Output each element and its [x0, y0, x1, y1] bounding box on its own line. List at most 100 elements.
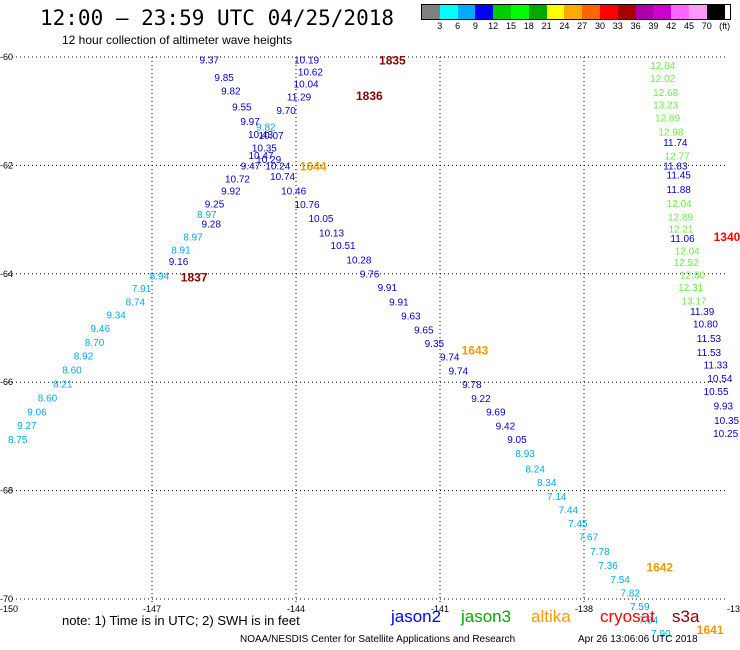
wave-height-value: 9.97	[240, 117, 260, 128]
legend-label: 6	[455, 21, 461, 31]
wave-height-value: 8.60	[62, 366, 82, 377]
wave-height-value: 8.97	[197, 210, 217, 221]
wave-height-value: 12.52	[674, 258, 699, 269]
legend-label: 9	[472, 21, 478, 31]
wave-height-value: 10.76	[295, 200, 320, 211]
wave-height-value: 10.54	[707, 374, 732, 385]
wave-height-value: 9.34	[106, 310, 126, 321]
wave-height-value: 10.19	[294, 56, 319, 67]
wave-height-value: 7.45	[568, 519, 588, 530]
wave-height-value: 12.89	[668, 212, 693, 223]
wave-height-value: 10.43	[248, 130, 273, 141]
legend-swatch	[635, 5, 654, 19]
wave-height-value: 11.53	[697, 348, 722, 359]
wave-height-value: 7.78	[590, 547, 610, 558]
wave-height-value: 10.28	[346, 256, 371, 267]
wave-height-value: 7.44	[559, 506, 579, 517]
wave-height-value: 10.05	[308, 214, 333, 225]
pass-time-label: 1835	[379, 54, 406, 68]
wave-height-value: 9.55	[232, 102, 252, 113]
wave-height-value: 9.42	[496, 422, 516, 433]
pass-time-label: 1836	[356, 89, 383, 103]
legend-swatches	[421, 4, 731, 20]
wave-height-value: 12.89	[655, 114, 680, 125]
wave-height-value: 8.91	[171, 245, 191, 256]
lon-tick-label: -141	[431, 604, 449, 614]
wave-height-value: 9.22	[471, 394, 491, 405]
legend-label: 24	[559, 21, 570, 31]
page-subtitle: 12 hour collection of altimeter wave hei…	[62, 33, 293, 47]
wave-height-value: 8.60	[38, 393, 58, 404]
legend-swatch	[653, 5, 672, 19]
wave-height-value: 8.92	[74, 352, 94, 363]
wave-height-value: 9.85	[214, 73, 234, 84]
pass-time-label: 1643	[462, 344, 489, 358]
wave-height-value: 11.29	[287, 93, 312, 104]
legend-swatch	[439, 5, 458, 19]
wave-height-value: 10.24	[265, 161, 290, 172]
wave-height-value: 10.62	[298, 68, 323, 79]
wave-height-value: 12.77	[665, 152, 690, 163]
page-title: 12:00 – 23:59 UTC 04/25/2018	[40, 6, 395, 30]
pass-time-label: 1837	[181, 271, 208, 285]
legend-swatch	[528, 5, 547, 19]
wave-height-value: 9.05	[507, 435, 527, 446]
legend-swatch	[688, 5, 707, 19]
legend-labels: 3 6 9 12 15 18 21 24 27 30 33 36 39 42 45 70 (ft)	[421, 20, 731, 34]
legend-label: 45	[683, 21, 695, 31]
satellite-name-jason3: jason3	[461, 607, 512, 626]
wave-height-value: 7.91	[132, 284, 152, 295]
footer-note: note: 1) Time is in UTC; 2) SWH is in fe…	[62, 613, 300, 628]
wave-height-value: 12.31	[678, 283, 703, 294]
wave-height-value: 12.98	[658, 127, 683, 138]
wave-height-value: 7.59	[630, 602, 650, 613]
legend-label: 18	[523, 21, 534, 31]
lat-tick-label: -68	[0, 486, 13, 496]
legend-label: 36	[630, 21, 641, 31]
satellite-name-cryosat: cryosat	[600, 607, 655, 626]
wave-height-value: 9.91	[389, 297, 409, 308]
wave-height-value: 9.92	[221, 186, 241, 197]
wave-height-value: 11.53	[697, 334, 722, 345]
lon-tick-label: -144	[287, 604, 305, 614]
wave-height-value: 9.35	[425, 339, 445, 350]
lon-tick-label: -13	[727, 604, 740, 614]
wave-height-value: 9.46	[91, 324, 111, 335]
wave-height-value: 13.17	[681, 296, 706, 307]
legend-label: 15	[505, 21, 517, 31]
wave-height-value: 8.97	[183, 232, 203, 243]
wave-height-value: 8.34	[537, 478, 557, 489]
wave-height-value: 7.67	[579, 533, 599, 544]
pass-time-label: 1641	[697, 623, 724, 637]
legend-label: 42	[666, 21, 677, 31]
wave-height-value: 9.63	[401, 312, 421, 323]
wave-height-value: 9.06	[27, 407, 47, 418]
wave-height-value: 8.93	[515, 449, 535, 460]
wave-height-value: 9.65	[414, 326, 434, 337]
wave-height-value: 12.04	[675, 246, 700, 257]
wave-height-value: 10.35	[252, 144, 277, 155]
wave-height-value: 9.74	[449, 366, 469, 377]
lat-tick-label: -66	[0, 377, 13, 387]
wave-height-value: 8.94	[150, 271, 170, 282]
wave-height-value: 9.93	[714, 402, 734, 413]
wave-height-value: 7.54	[610, 575, 630, 586]
wave-height-value: 9.76	[360, 269, 380, 280]
legend-label: 12	[488, 21, 499, 31]
wave-height-value: 12.04	[667, 199, 692, 210]
wave-height-value: 9.47	[241, 161, 261, 172]
wave-height-value: 12.84	[650, 61, 675, 72]
wave-height-value: 10.55	[704, 387, 729, 398]
wave-height-value: 9.69	[486, 407, 506, 418]
wave-height-value: 9.82	[221, 87, 241, 98]
wave-height-value: 12.80	[680, 270, 705, 281]
legend-label: 70	[701, 21, 712, 31]
wave-height-value: 9.28	[201, 219, 221, 230]
wave-height-value: 8.74	[126, 297, 146, 308]
wave-height-value: 10.07	[259, 131, 284, 142]
wave-height-value: 10.72	[225, 174, 250, 185]
wave-height-value: 11.45	[667, 171, 692, 182]
wave-height-value: 10.51	[331, 241, 356, 252]
wave-height-value: 11.33	[704, 360, 729, 371]
wave-height-value: 10.25	[713, 429, 738, 440]
